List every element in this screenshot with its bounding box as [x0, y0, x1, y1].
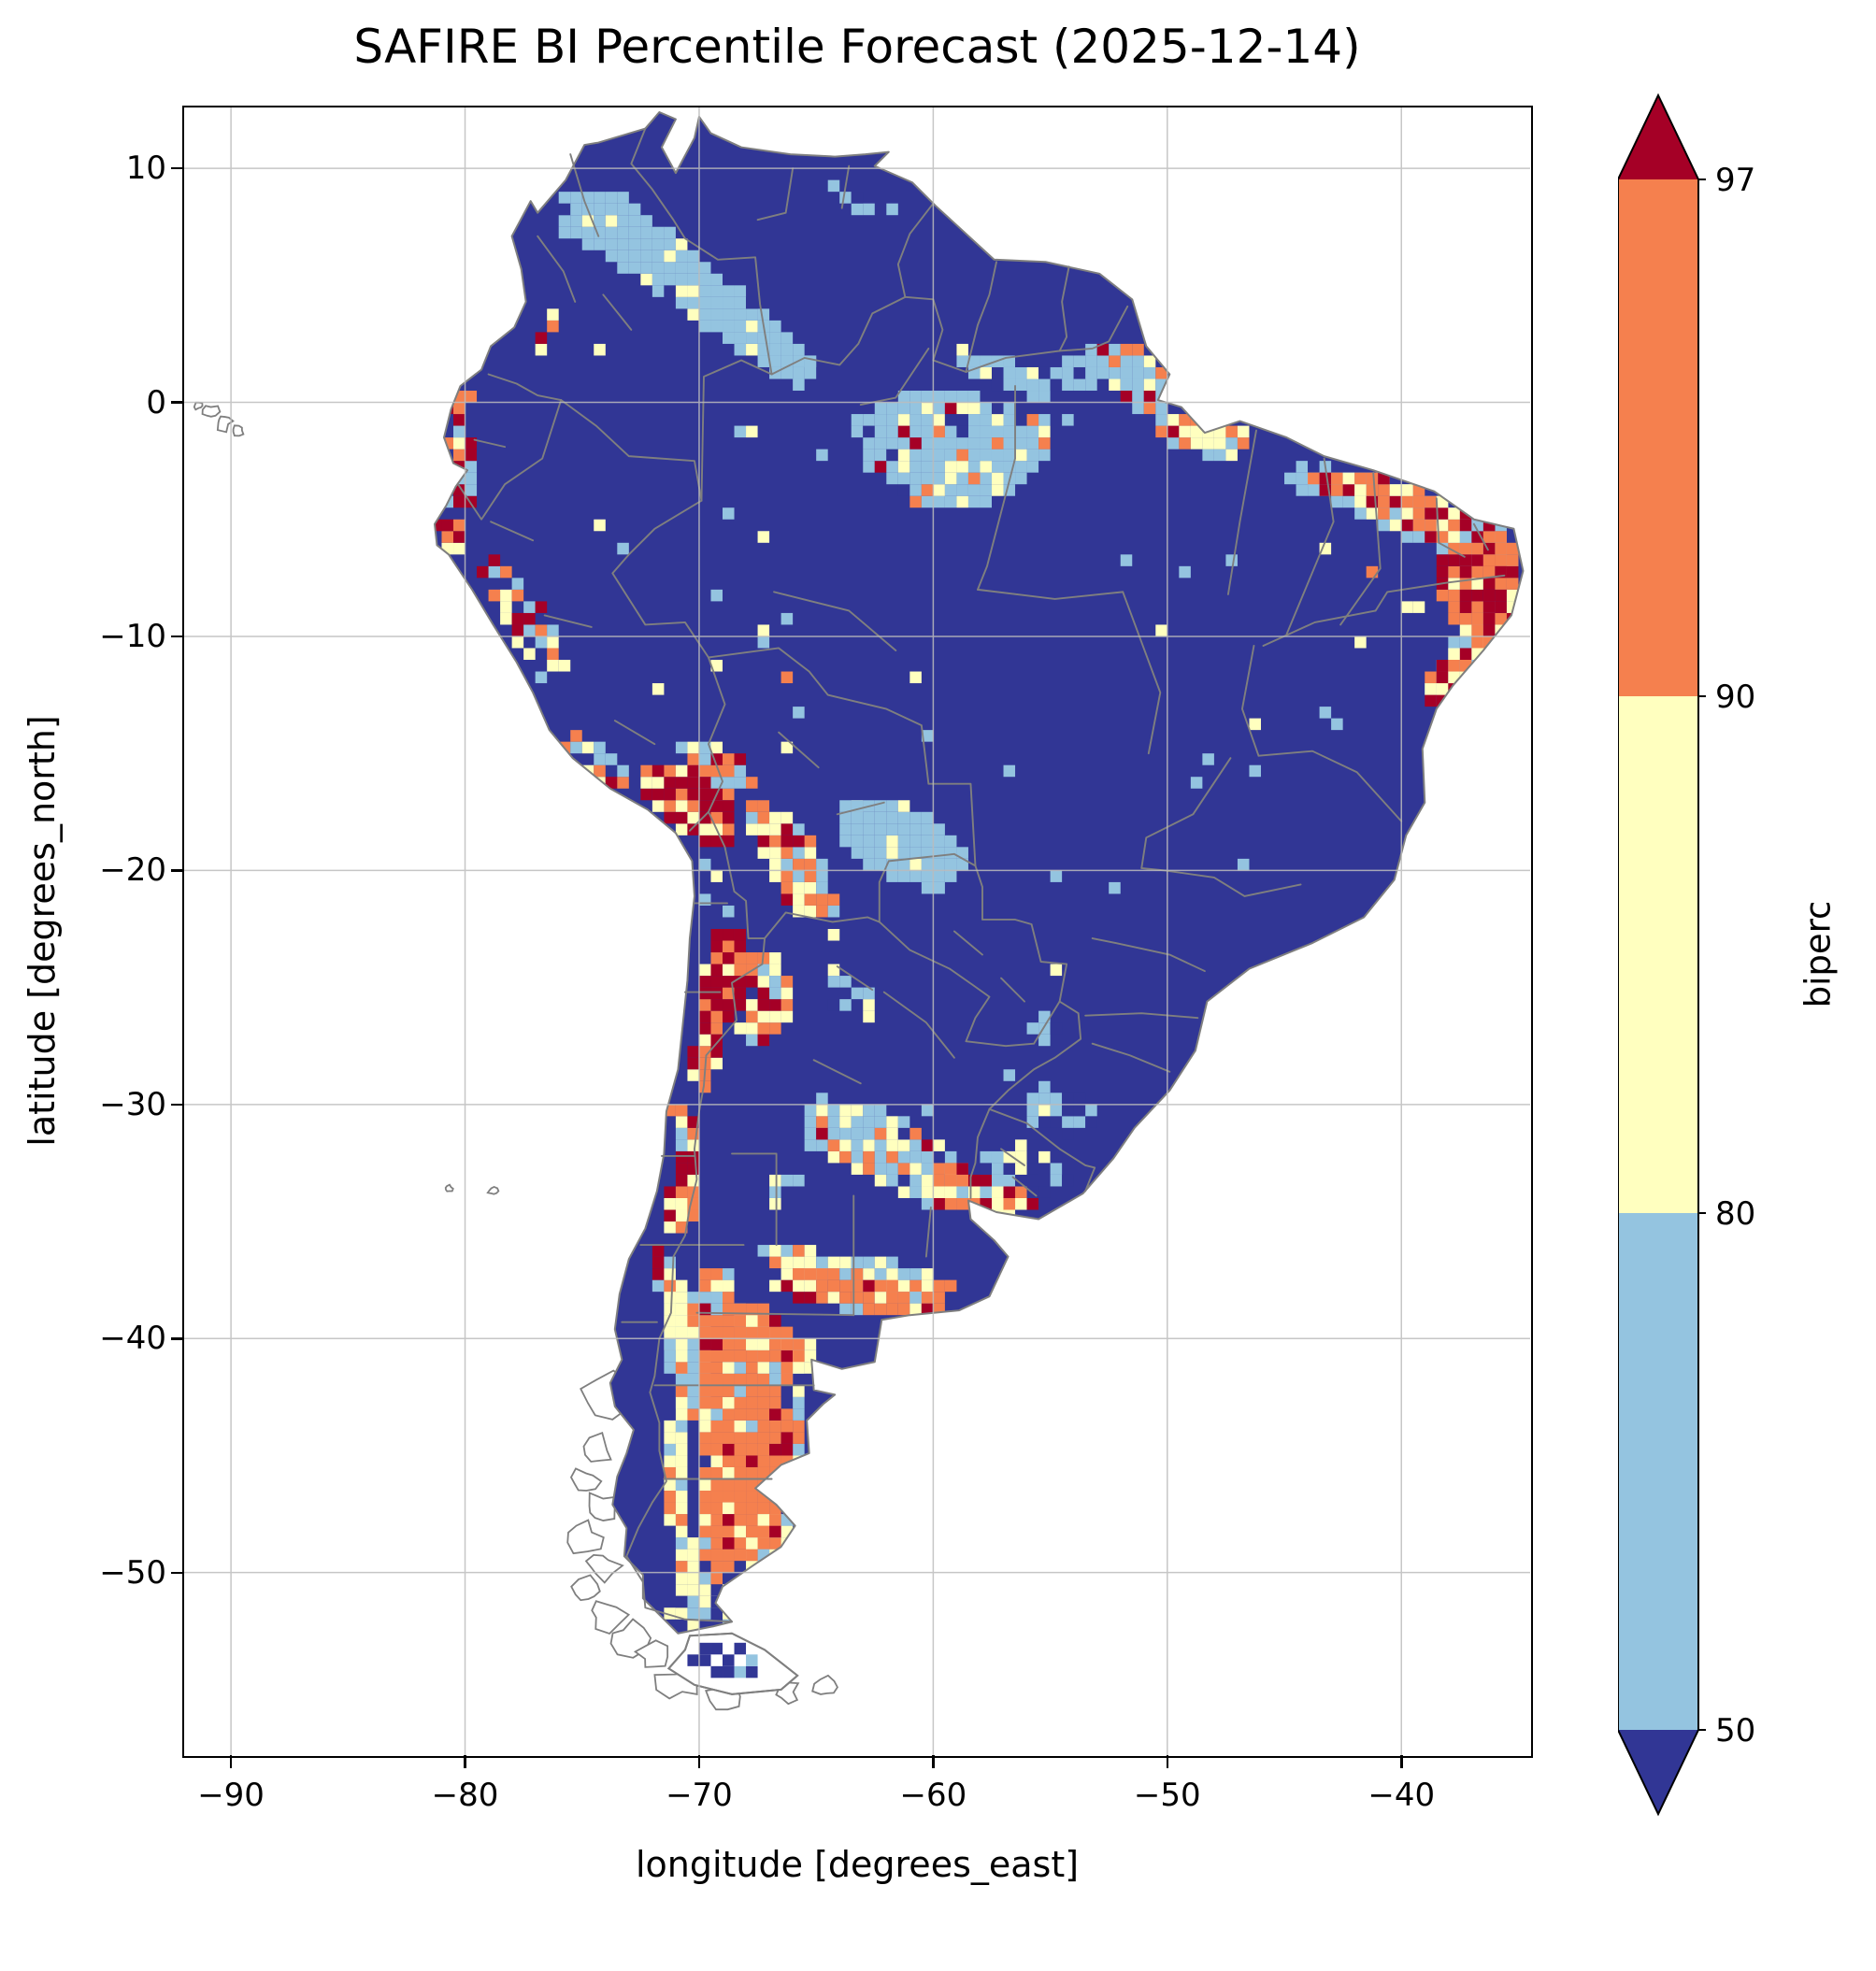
x-tick-label: −40 [1368, 1777, 1436, 1814]
x-tick-label: −70 [666, 1777, 733, 1814]
x-tick [697, 1755, 701, 1768]
y-tick-label: 0 [146, 383, 166, 421]
admin-borders [458, 129, 1504, 1622]
y-tick-label: −50 [99, 1553, 166, 1592]
y-tick-label: −10 [99, 617, 166, 655]
colorbar-svg: 97 90 80 50 [1617, 93, 1755, 1817]
x-tick-label: −90 [197, 1777, 265, 1814]
colorbar-tick-label: 97 [1715, 162, 1755, 199]
raster-cells [434, 179, 1519, 1678]
map-plot-area [184, 107, 1530, 1755]
y-tick [171, 1571, 184, 1575]
y-tick-label: −40 [99, 1320, 166, 1358]
gridlines [184, 107, 1530, 1755]
y-tick [171, 1103, 184, 1107]
map-svg [184, 107, 1530, 1755]
x-tick [464, 1755, 466, 1768]
colorbar-label: biperc [1797, 900, 1839, 1008]
x-axis-label: longitude [degrees_east] [635, 1844, 1080, 1885]
y-axis-label: latitude [degrees_north] [21, 715, 63, 1147]
x-tick-label: −80 [431, 1777, 499, 1814]
y-tick-label: 10 [125, 150, 166, 188]
y-tick [171, 635, 184, 638]
geo-layer [184, 107, 1530, 1755]
x-tick [1166, 1755, 1169, 1768]
colorbar: 97 90 80 50 [1617, 89, 1814, 1855]
chart-title: SAFIRE BI Percentile Forecast (2025-12-1… [353, 20, 1361, 74]
y-tick [171, 869, 184, 872]
y-tick [171, 166, 184, 170]
x-tick-label: −50 [1133, 1777, 1201, 1814]
colorbar-tick-label: 90 [1715, 678, 1755, 716]
colorbar-tick-label: 80 [1715, 1195, 1755, 1233]
colorbar-tick-label: 50 [1715, 1712, 1755, 1750]
x-tick [932, 1755, 935, 1768]
x-tick [229, 1755, 233, 1768]
y-tick [171, 401, 184, 404]
x-tick-label: −60 [899, 1777, 967, 1814]
x-tick [1400, 1755, 1403, 1768]
y-tick [171, 1337, 184, 1340]
